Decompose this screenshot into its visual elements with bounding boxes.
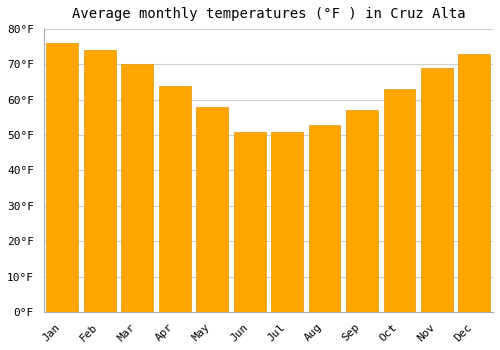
Bar	[421, 68, 453, 312]
Bar	[196, 107, 228, 312]
Title: Average monthly temperatures (°F ) in Cruz Alta: Average monthly temperatures (°F ) in Cr…	[72, 7, 465, 21]
Bar	[308, 125, 340, 312]
Bar	[84, 50, 116, 312]
Bar	[384, 89, 416, 312]
Bar	[159, 86, 190, 312]
Bar	[346, 110, 378, 312]
Bar	[234, 132, 266, 312]
Bar	[46, 43, 78, 312]
Bar	[458, 54, 490, 312]
Bar	[122, 64, 153, 312]
Bar	[271, 132, 303, 312]
